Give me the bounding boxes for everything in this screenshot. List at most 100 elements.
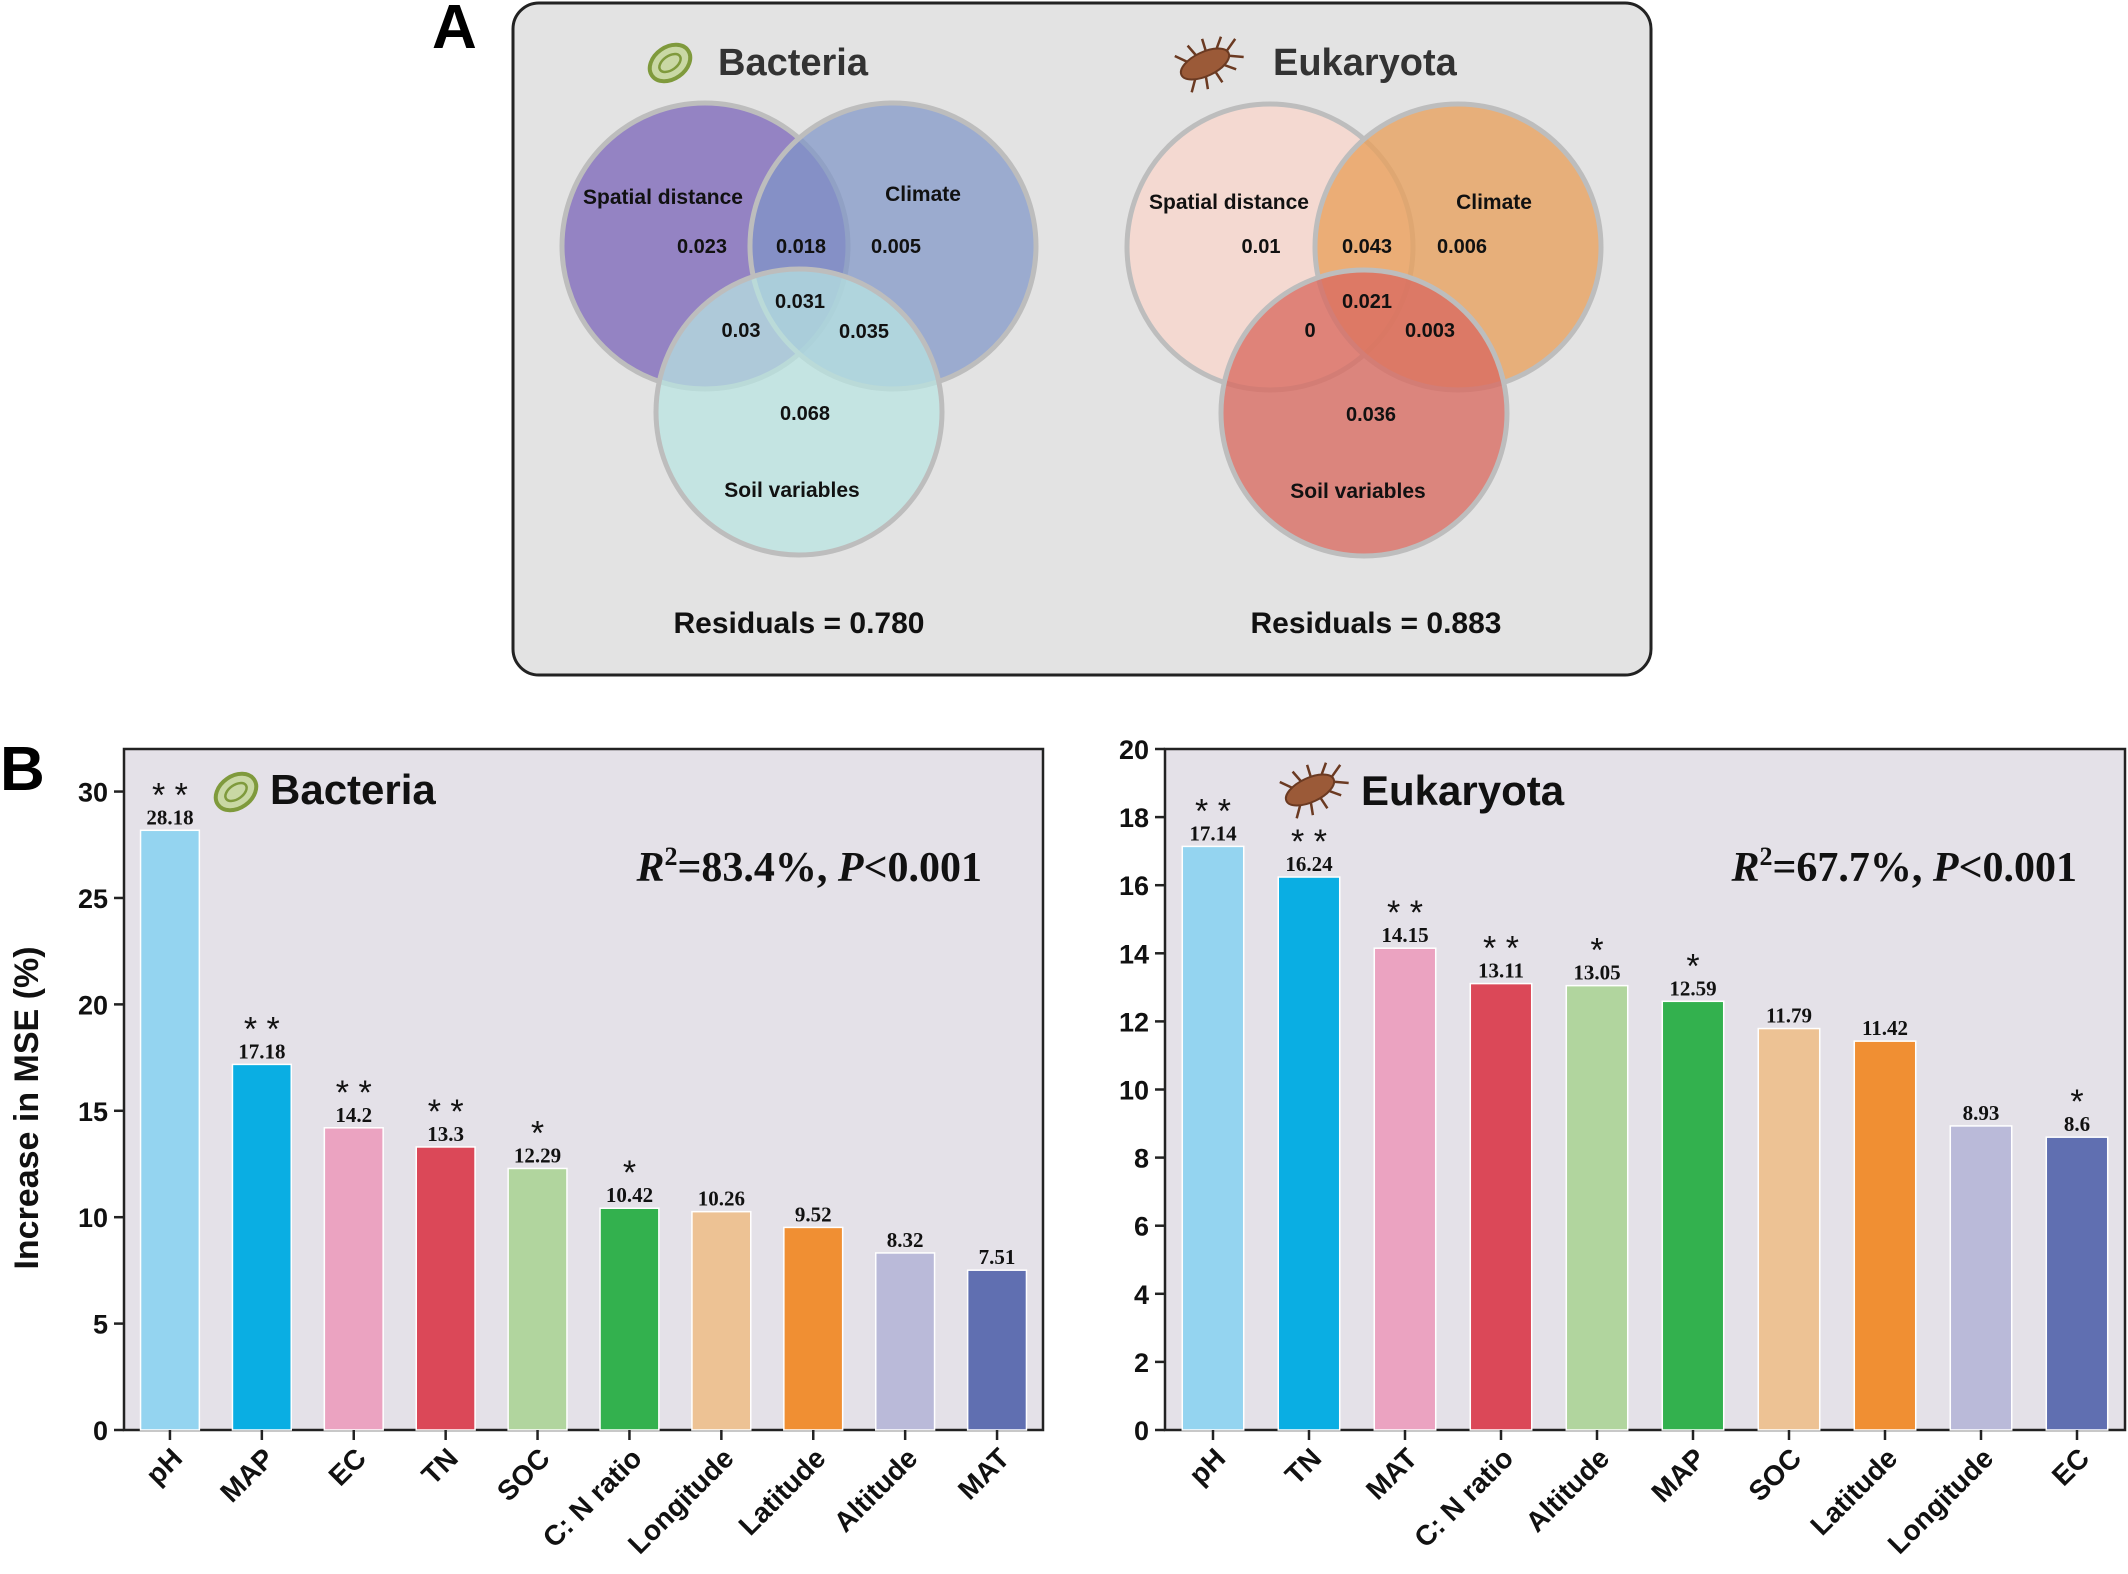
bar [1277, 876, 1341, 1431]
data-label: 17.14 [1189, 821, 1237, 845]
bar [231, 1063, 293, 1431]
data-label: 16.24 [1285, 852, 1333, 876]
bar [1661, 1000, 1725, 1431]
y-tick-label: 16 [1119, 871, 1149, 901]
bar [783, 1226, 844, 1431]
category-label: C: N ratio [1408, 1442, 1519, 1553]
bar [966, 1269, 1028, 1431]
data-label: 10.42 [606, 1183, 653, 1207]
significance-mark: * [2070, 1083, 2083, 1121]
venn-set-label: Climate [885, 183, 961, 206]
bar [1565, 984, 1629, 1431]
venn-set-label: Soil variables [724, 479, 859, 502]
category-label: SOC [1742, 1442, 1807, 1507]
category-label: MAT [952, 1442, 1015, 1505]
category-label: SOC [491, 1442, 556, 1507]
bar [1469, 982, 1533, 1431]
significance-mark: * [623, 1154, 636, 1192]
venn-value: 0.018 [776, 236, 826, 258]
y-tick-label: 8 [1134, 1144, 1149, 1174]
significance-mark: * * [336, 1074, 372, 1112]
venn-circle-soil [1218, 267, 1510, 559]
stat-annotation: R2=67.7%, P<0.001 [1730, 842, 2077, 891]
category-label: EC [323, 1442, 372, 1491]
venn-circle-soil [653, 266, 945, 558]
y-tick-label: 30 [78, 778, 108, 808]
venn-value: 0.043 [1342, 236, 1392, 258]
significance-mark: * * [152, 776, 188, 814]
category-label: MAT [1360, 1442, 1423, 1505]
data-label: 8.93 [1963, 1101, 2000, 1125]
venn-value: 0 [1304, 320, 1315, 342]
venn-title: Eukaryota [1273, 42, 1458, 84]
data-label: 13.3 [427, 1122, 464, 1146]
venn-value: 0.003 [1405, 320, 1455, 342]
venn-value: 0.01 [1242, 236, 1281, 258]
y-tick-label: 14 [1119, 939, 1149, 969]
data-label: 13.05 [1573, 961, 1620, 985]
category-label: pH [140, 1442, 188, 1490]
venn-set-label: Climate [1456, 191, 1532, 214]
bacterium-icon [647, 42, 693, 84]
significance-mark: * [1686, 947, 1699, 985]
panel-a-letter: A [432, 0, 477, 62]
data-label: 8.32 [887, 1228, 924, 1252]
bar [1949, 1125, 2013, 1431]
bar [415, 1146, 476, 1431]
data-label: 8.6 [2064, 1112, 2090, 1136]
category-label: Altitude [828, 1442, 924, 1538]
panel-b-letter: B [0, 735, 45, 804]
venn-value: 0.035 [839, 321, 889, 343]
venn-value: 0.036 [1346, 404, 1396, 426]
y-tick-label: 25 [78, 884, 108, 914]
significance-mark: * * [1291, 823, 1327, 861]
data-label: 9.52 [795, 1202, 832, 1226]
significance-mark: * * [244, 1010, 280, 1048]
stat-annotation: R2=83.4%, P<0.001 [635, 842, 982, 891]
bar [139, 829, 201, 1431]
venn-set-label: Spatial distance [1149, 191, 1309, 214]
venn-set-label: Soil variables [1290, 480, 1425, 503]
venn-value: 0.03 [722, 320, 761, 342]
data-label: 11.79 [1766, 1004, 1812, 1028]
category-label: Altitude [1520, 1442, 1616, 1538]
category-label: EC [2046, 1442, 2095, 1491]
y-tick-label: 15 [78, 1097, 108, 1127]
y-tick-label: 6 [1134, 1212, 1149, 1242]
category-label: TN [416, 1442, 464, 1490]
venn-set-label: Spatial distance [583, 186, 743, 209]
significance-mark: * * [1387, 894, 1423, 932]
category-label: Latitude [733, 1442, 832, 1541]
mite-icon [1279, 762, 1349, 819]
chart-title: Bacteria [270, 766, 436, 813]
y-tick-label: 20 [78, 990, 108, 1020]
category-label: Longitude [1882, 1442, 2000, 1560]
data-label: 10.26 [698, 1187, 745, 1211]
venn-value: 0.005 [871, 236, 921, 258]
venn-title: Bacteria [718, 42, 869, 84]
y-tick-label: 20 [1119, 735, 1149, 765]
bar [1853, 1040, 1917, 1431]
category-label: Latitude [1804, 1442, 1903, 1541]
bar [507, 1167, 568, 1431]
y-tick-label: 2 [1134, 1348, 1149, 1378]
significance-mark: * [531, 1114, 544, 1152]
significance-mark: * * [1195, 792, 1231, 830]
bar [599, 1207, 660, 1431]
data-label: 14.15 [1381, 923, 1428, 947]
data-label: 17.18 [238, 1039, 285, 1063]
y-tick-label: 0 [1134, 1416, 1149, 1446]
y-tick-label: 4 [1134, 1280, 1149, 1310]
bar [1373, 947, 1437, 1431]
y-axis-label: Increase in MSE (%) [8, 946, 46, 1269]
data-label: 13.11 [1478, 959, 1524, 983]
data-label: 12.59 [1669, 976, 1716, 1000]
category-label: MAP [1645, 1442, 1711, 1508]
bar [323, 1127, 384, 1431]
venn-value: 0.021 [1342, 291, 1392, 313]
venn-residuals: Residuals = 0.780 [674, 607, 925, 640]
chart-title: Eukaryota [1361, 767, 1565, 814]
panel-a: A Bacteria Spatial distance Climate Soil… [432, 0, 1653, 677]
